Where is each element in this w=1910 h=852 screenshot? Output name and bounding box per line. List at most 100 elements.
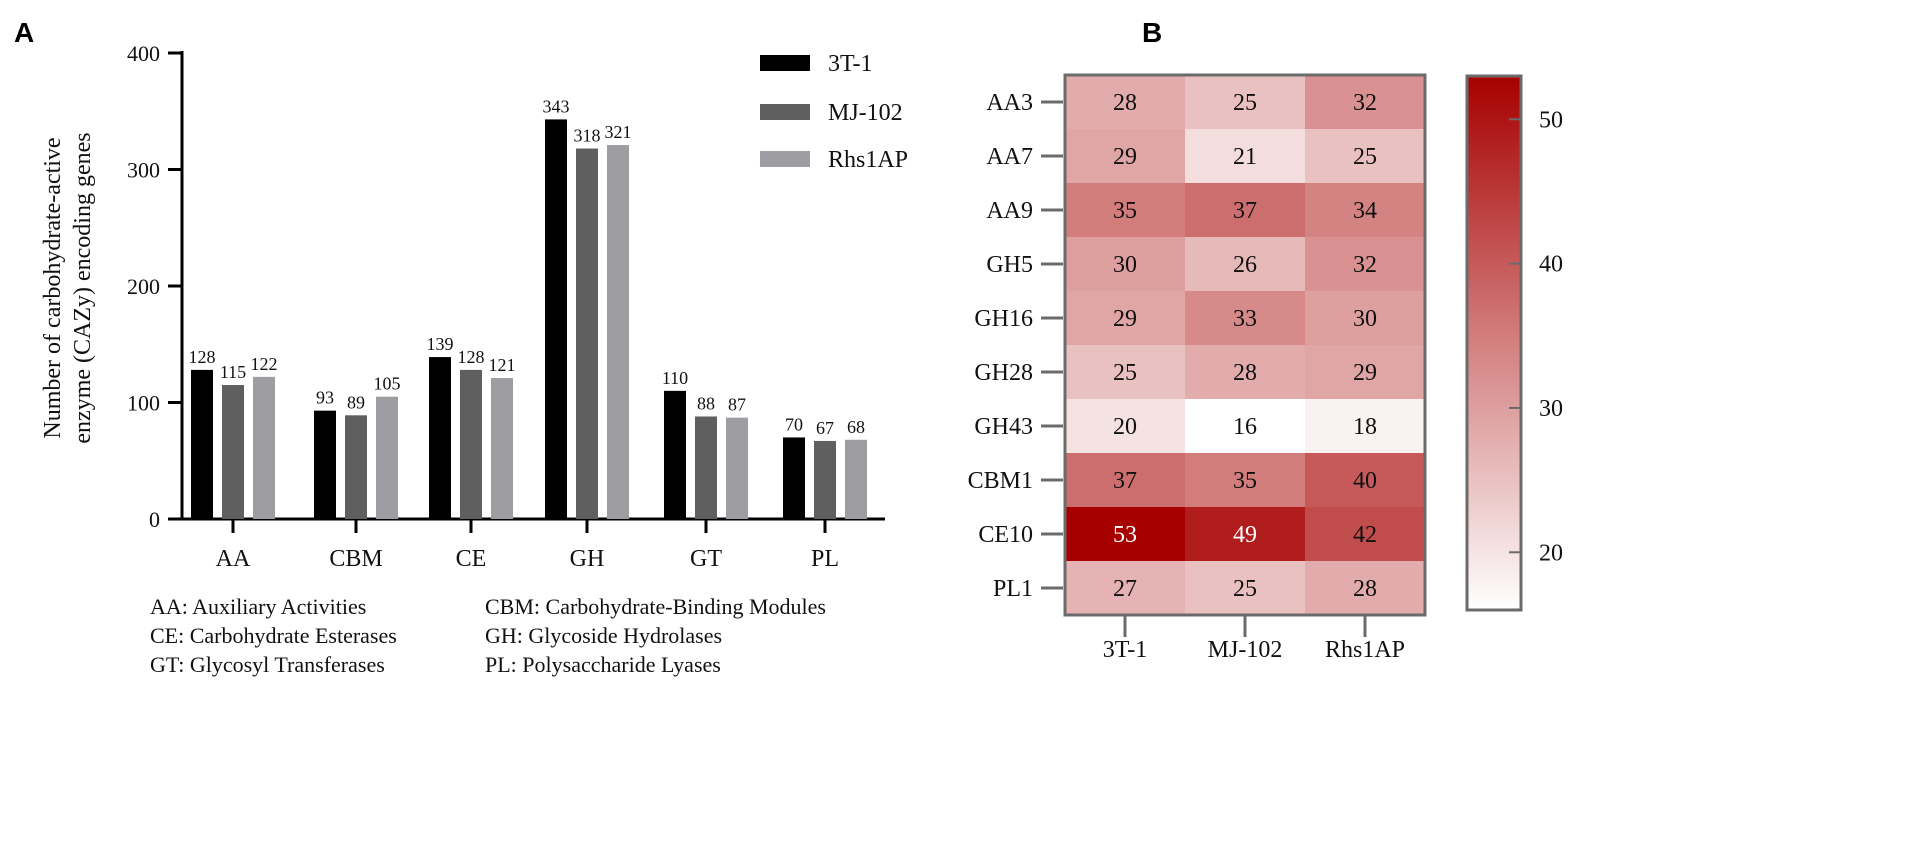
y-tick-label: 300 (127, 158, 160, 183)
heatmap-cell-value: 25 (1353, 144, 1377, 170)
abbreviation-note: GT: Glycosyl Transferases (150, 652, 385, 677)
legend-label: 3T-1 (828, 51, 872, 77)
bar-value-label: 343 (543, 96, 570, 116)
abbreviation-note: GH: Glycoside Hydrolases (485, 623, 722, 648)
x-category-label: AA (216, 546, 251, 572)
heatmap-cell (1305, 345, 1425, 399)
bar-rhs1ap (607, 145, 629, 519)
y-tick-label: 100 (127, 391, 160, 416)
bar-mj-102 (345, 415, 367, 519)
bar-3t-1 (545, 119, 567, 519)
bar-value-label: 88 (697, 393, 715, 413)
bar-3t-1 (429, 357, 451, 519)
bar-value-label: 87 (728, 395, 746, 415)
heatmap-cell (1065, 183, 1185, 237)
x-category-label: PL (811, 546, 839, 572)
bar-value-label: 321 (605, 122, 632, 142)
heatmap-cell (1185, 507, 1305, 561)
heatmap-cell (1065, 129, 1185, 183)
heatmap-cell-value: 30 (1113, 252, 1137, 278)
abbreviation-note: CBM: Carbohydrate-Binding Modules (485, 594, 826, 619)
heatmap-cell (1305, 129, 1425, 183)
bar-mj-102 (695, 416, 717, 519)
bar-value-label: 93 (316, 388, 334, 408)
y-axis-label-line: enzyme (CAZy) encoding genes (70, 132, 96, 443)
row-label: GH16 (974, 306, 1033, 332)
heatmap-cell (1305, 237, 1425, 291)
legend-label: MJ-102 (828, 100, 903, 126)
bar-chart: 0 100 200 300 400 Number of carbohydrate-acti… (40, 41, 908, 677)
heatmap-cell-value: 25 (1233, 576, 1257, 602)
column-label: 3T-1 (1103, 637, 1147, 663)
row-label: GH28 (974, 360, 1033, 386)
heatmap-cell-value: 21 (1233, 144, 1257, 170)
heatmap-cell (1065, 507, 1185, 561)
abbreviation-note: CE: Carbohydrate Esterases (150, 623, 397, 648)
bar-rhs1ap (376, 396, 398, 519)
bar-3t-1 (664, 390, 686, 519)
heatmap-cell (1065, 399, 1185, 453)
heatmap-cell-value: 42 (1353, 522, 1377, 548)
heatmap-cell-value: 25 (1113, 360, 1137, 386)
heatmap-cell (1305, 291, 1425, 345)
heatmap-cell (1185, 129, 1305, 183)
heatmap-cell (1185, 399, 1305, 453)
heatmap-cell-value: 16 (1233, 414, 1257, 440)
y-axis-label-line: Number of carbohydrate-active (40, 137, 66, 438)
bar-value-label: 115 (220, 362, 246, 382)
heatmap-cell (1305, 561, 1425, 615)
row-label: GH43 (974, 414, 1033, 440)
bar-value-label: 67 (816, 418, 834, 438)
heatmap-cell-value: 28 (1353, 576, 1377, 602)
row-label: AA3 (986, 90, 1033, 116)
bar-value-label: 139 (427, 334, 454, 354)
bar-mj-102 (222, 385, 244, 519)
heatmap-cell (1185, 183, 1305, 237)
heatmap-cell-value: 32 (1353, 252, 1377, 278)
heatmap-cell-value: 34 (1353, 198, 1377, 224)
heatmap-cell (1065, 561, 1185, 615)
heatmap-cell-value: 28 (1113, 90, 1137, 116)
heatmap-cell-value: 35 (1233, 468, 1257, 494)
heatmap-cell (1185, 453, 1305, 507)
bar-value-label: 70 (785, 414, 803, 434)
legend-label: Rhs1AP (828, 147, 908, 173)
bar-rhs1ap (726, 417, 748, 519)
panel-letter-a: A (14, 17, 34, 48)
heatmap-cell-value: 35 (1113, 198, 1137, 224)
legend-swatch (760, 151, 810, 167)
heatmap-cell (1065, 75, 1185, 129)
row-label: CBM1 (968, 468, 1033, 494)
bar-3t-1 (191, 369, 213, 519)
heatmap-cell-value: 30 (1353, 306, 1377, 332)
heatmap-cell-value: 29 (1113, 144, 1137, 170)
heatmap-cell (1185, 291, 1305, 345)
heatmap-chart: AA3 28 25 32 AA7 29 21 25 AA9 35 37 34 GH5 30 26 32 GH16… (968, 73, 1563, 663)
bar-mj-102 (460, 369, 482, 519)
bar-mj-102 (576, 148, 598, 519)
bar-rhs1ap (491, 378, 513, 519)
panel-letter-b: B (1142, 17, 1162, 48)
heatmap-cell-value: 20 (1113, 414, 1137, 440)
colorbar-tick-label: 50 (1539, 107, 1563, 133)
column-label: MJ-102 (1208, 637, 1283, 663)
heatmap-cell (1065, 345, 1185, 399)
bar-value-label: 89 (347, 392, 365, 412)
x-category-label: CBM (329, 546, 382, 572)
heatmap-cell-value: 26 (1233, 252, 1257, 278)
heatmap-cell (1065, 291, 1185, 345)
heatmap-cell-value: 29 (1353, 360, 1377, 386)
y-tick-label: 0 (149, 507, 160, 532)
y-axis-label: Number of carbohydrate-active enzyme (CAZ… (40, 132, 96, 443)
heatmap-cell-value: 29 (1113, 306, 1137, 332)
heatmap-cell (1185, 237, 1305, 291)
legend-swatch (760, 55, 810, 71)
bar-value-label: 122 (251, 354, 278, 374)
heatmap-cell (1305, 507, 1425, 561)
heatmap-cell (1185, 75, 1305, 129)
bar-value-label: 128 (458, 347, 485, 367)
heatmap-cell (1305, 399, 1425, 453)
heatmap-cell-value: 32 (1353, 90, 1377, 116)
heatmap-cell (1305, 75, 1425, 129)
row-label: PL1 (993, 576, 1033, 602)
